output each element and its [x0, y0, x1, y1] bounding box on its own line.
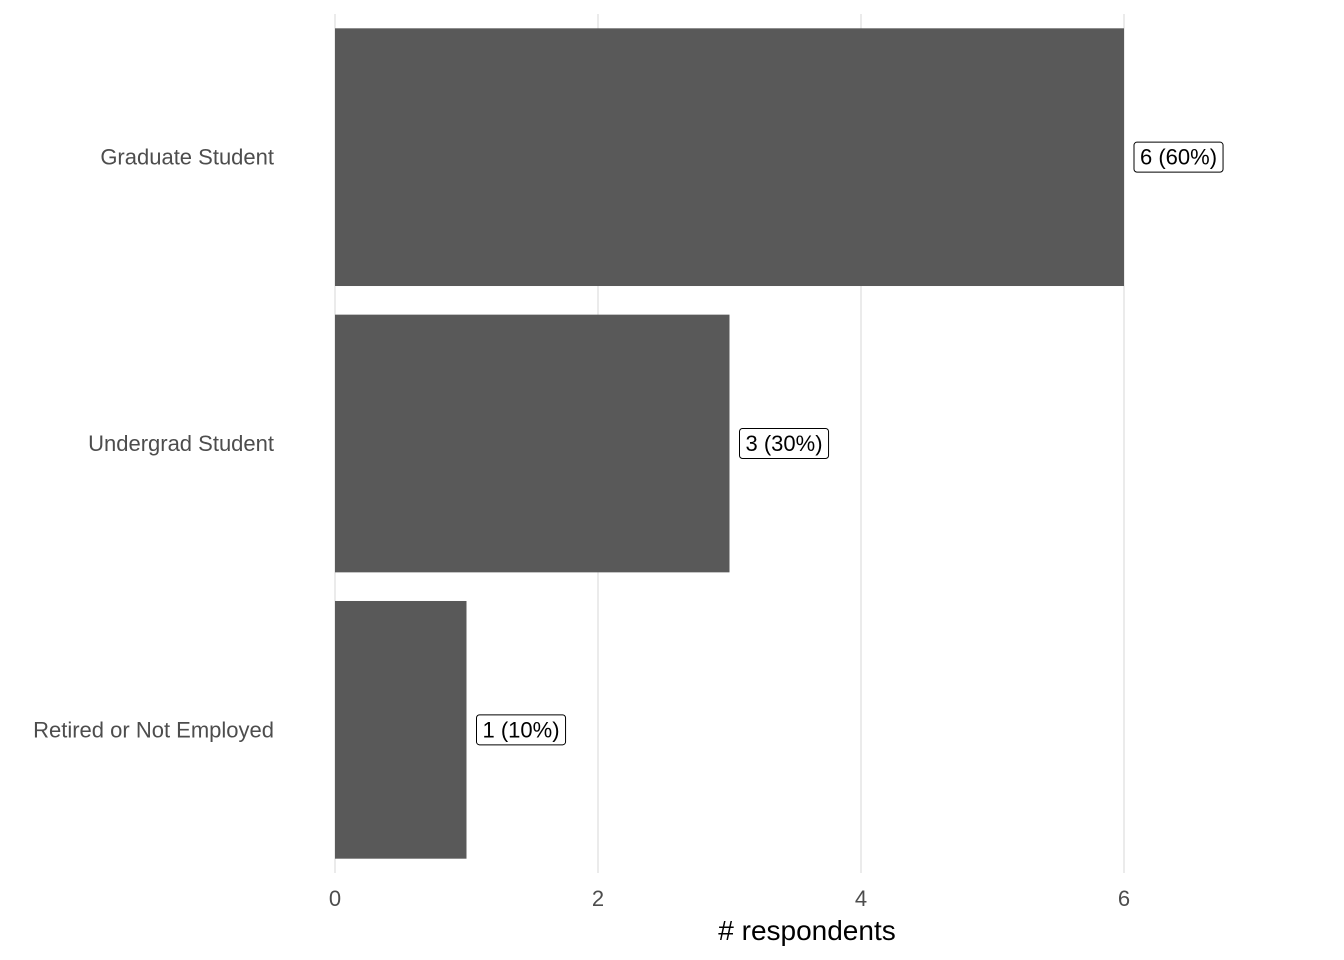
- data-labels: 6 (60%) 3 (30%) 1 (10%): [476, 141, 1224, 746]
- x-tick-label: 4: [855, 886, 867, 911]
- x-tick-label: 6: [1118, 886, 1130, 911]
- x-tick-label: 0: [329, 886, 341, 911]
- data-label: 6 (60%): [1133, 141, 1224, 173]
- category-label: Retired or Not Employed: [33, 717, 274, 742]
- bars: [335, 28, 1124, 859]
- data-label-text: 6 (60%): [1140, 145, 1217, 170]
- bar: [335, 600, 467, 859]
- category-labels: Graduate Student Undergrad Student Retired…: [33, 145, 274, 743]
- data-label-text: 3 (30%): [746, 431, 823, 456]
- data-label: 3 (30%): [739, 428, 830, 459]
- x-tick-label: 2: [592, 886, 604, 911]
- data-label: 1 (10%): [476, 714, 567, 746]
- data-label-box: [739, 428, 830, 459]
- bar: [335, 28, 1124, 287]
- category-label: Undergrad Student: [88, 431, 274, 456]
- x-axis-ticks: 0 2 4 6: [329, 886, 1130, 911]
- bar: [335, 314, 730, 573]
- data-label-box: [1133, 141, 1224, 173]
- x-axis-title: # respondents: [718, 915, 895, 946]
- category-label: Graduate Student: [100, 145, 274, 170]
- data-label-box: [476, 714, 567, 746]
- data-label-text: 1 (10%): [483, 717, 560, 742]
